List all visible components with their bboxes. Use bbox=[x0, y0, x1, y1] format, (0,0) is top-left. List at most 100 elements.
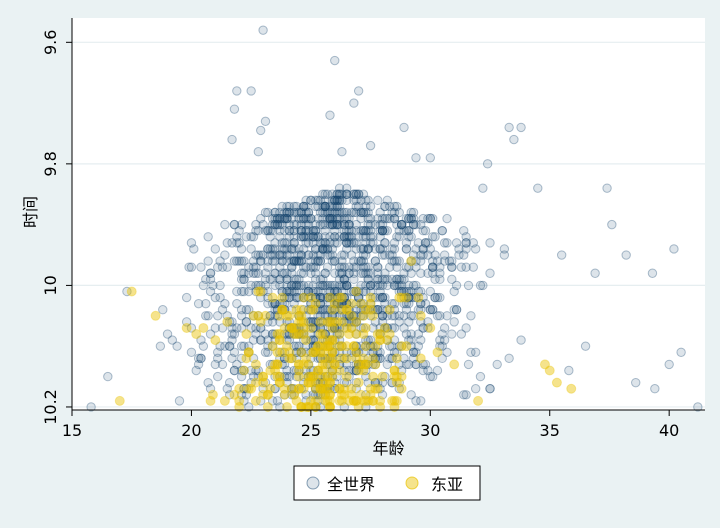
point-world bbox=[308, 335, 318, 345]
point-world bbox=[334, 353, 345, 364]
point-world bbox=[303, 250, 314, 260]
point-east-asia bbox=[281, 310, 292, 321]
point-world bbox=[260, 268, 271, 278]
point-world bbox=[263, 244, 273, 254]
point-world bbox=[320, 329, 330, 339]
point-world bbox=[396, 365, 407, 376]
point-world bbox=[270, 268, 280, 278]
point-east-asia bbox=[339, 389, 350, 400]
point-world bbox=[327, 256, 338, 266]
point-world bbox=[401, 262, 412, 272]
point-east-asia bbox=[401, 292, 412, 303]
point-east-asia bbox=[293, 310, 304, 321]
point-world bbox=[277, 305, 287, 315]
point-world bbox=[425, 153, 436, 163]
point-world bbox=[363, 244, 373, 254]
point-east-asia bbox=[317, 329, 328, 340]
point-world bbox=[418, 250, 428, 260]
point-world bbox=[394, 311, 404, 321]
point-east-asia bbox=[391, 395, 402, 406]
point-east-asia bbox=[334, 383, 345, 394]
point-world bbox=[330, 384, 340, 394]
point-east-asia bbox=[329, 359, 340, 370]
point-world bbox=[456, 262, 467, 272]
point-world bbox=[334, 189, 345, 199]
point-world bbox=[277, 256, 287, 266]
point-world bbox=[315, 377, 326, 388]
point-world bbox=[301, 347, 311, 357]
point-world bbox=[382, 305, 393, 315]
point-east-asia bbox=[327, 371, 338, 382]
point-world bbox=[358, 244, 369, 254]
point-world bbox=[351, 305, 361, 315]
point-world bbox=[279, 359, 290, 370]
point-world bbox=[327, 292, 338, 303]
point-world bbox=[289, 232, 299, 242]
point-east-asia bbox=[320, 383, 331, 394]
point-world bbox=[313, 256, 323, 266]
point-world bbox=[308, 335, 318, 345]
point-world bbox=[272, 305, 283, 315]
point-world bbox=[332, 189, 342, 199]
point-world bbox=[294, 341, 304, 351]
point-world bbox=[423, 317, 433, 327]
point-world bbox=[361, 226, 371, 236]
point-world bbox=[310, 244, 321, 254]
point-world bbox=[277, 256, 287, 266]
point-world bbox=[294, 365, 304, 376]
point-world bbox=[325, 292, 335, 303]
point-east-asia bbox=[449, 359, 460, 370]
point-world bbox=[361, 207, 371, 218]
point-world bbox=[344, 213, 354, 224]
point-world bbox=[375, 384, 385, 394]
point-world bbox=[478, 183, 488, 193]
point-world bbox=[375, 353, 385, 364]
point-world bbox=[282, 292, 292, 303]
point-world bbox=[267, 250, 278, 260]
point-world bbox=[296, 256, 307, 266]
point-world bbox=[301, 286, 311, 297]
point-world bbox=[404, 298, 414, 309]
point-world bbox=[334, 268, 345, 278]
point-world bbox=[451, 305, 462, 315]
point-world bbox=[248, 262, 259, 272]
point-east-asia bbox=[296, 401, 307, 412]
point-world bbox=[282, 317, 292, 327]
point-world bbox=[394, 286, 404, 297]
point-east-asia bbox=[372, 383, 383, 394]
point-world bbox=[318, 377, 328, 388]
point-world bbox=[411, 292, 421, 303]
point-world bbox=[330, 268, 340, 278]
point-world bbox=[310, 286, 321, 297]
point-world bbox=[332, 286, 342, 297]
point-world bbox=[375, 353, 385, 364]
point-east-asia bbox=[389, 365, 400, 376]
point-world bbox=[380, 201, 390, 212]
point-east-asia bbox=[277, 292, 288, 303]
point-world bbox=[339, 207, 350, 218]
point-world bbox=[320, 353, 330, 364]
point-world bbox=[430, 292, 440, 303]
point-world bbox=[516, 122, 526, 133]
point-world bbox=[270, 298, 280, 309]
point-world bbox=[277, 286, 287, 297]
point-world bbox=[420, 238, 431, 248]
point-world bbox=[416, 305, 426, 315]
point-east-asia bbox=[274, 371, 285, 382]
point-world bbox=[284, 201, 295, 212]
point-world bbox=[341, 189, 352, 199]
point-world bbox=[310, 232, 321, 242]
point-world bbox=[351, 377, 361, 388]
point-world bbox=[384, 341, 395, 351]
point-world bbox=[263, 226, 273, 236]
point-world bbox=[322, 335, 333, 345]
point-world bbox=[289, 207, 299, 218]
point-world bbox=[258, 25, 268, 35]
point-world bbox=[275, 262, 285, 272]
point-world bbox=[287, 244, 297, 254]
point-east-asia bbox=[293, 383, 304, 394]
point-world bbox=[423, 268, 433, 278]
point-world bbox=[344, 311, 354, 321]
point-world bbox=[387, 311, 397, 321]
